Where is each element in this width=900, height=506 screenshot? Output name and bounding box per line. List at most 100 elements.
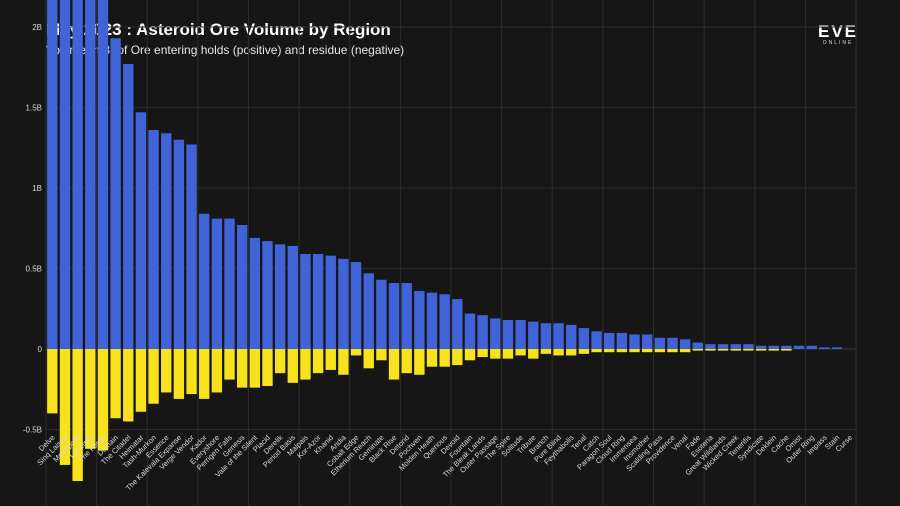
bar-negative bbox=[553, 349, 564, 356]
bar-negative bbox=[490, 349, 501, 359]
chart-subtitle: Volume (m3) of Ore entering holds (posit… bbox=[46, 43, 405, 57]
bar-negative bbox=[224, 349, 235, 380]
bar-positive bbox=[388, 282, 400, 349]
bar-negative bbox=[262, 349, 273, 387]
bar-positive bbox=[236, 225, 248, 349]
bar-negative bbox=[730, 349, 741, 351]
bar-positive bbox=[363, 273, 374, 349]
bar-negative bbox=[173, 349, 185, 399]
bar-positive bbox=[831, 347, 843, 349]
bar-negative bbox=[148, 349, 159, 404]
bar-negative bbox=[692, 349, 703, 351]
y-tick-label: 0 bbox=[38, 345, 43, 354]
bar-positive bbox=[654, 337, 666, 349]
bar-negative bbox=[679, 349, 691, 353]
bar-positive bbox=[641, 334, 653, 349]
bar-positive bbox=[819, 347, 830, 349]
y-tick-label: 0.5B bbox=[26, 265, 42, 274]
bar-positive bbox=[679, 339, 691, 349]
bar-negative bbox=[578, 349, 590, 354]
bar-negative bbox=[464, 349, 476, 361]
bar-negative bbox=[110, 349, 121, 419]
bar-negative bbox=[161, 349, 172, 393]
bar-negative bbox=[426, 349, 438, 367]
bar-negative bbox=[604, 349, 615, 353]
bar-negative bbox=[350, 349, 362, 356]
y-tick-label: 1.5B bbox=[26, 104, 42, 113]
bar-positive bbox=[578, 328, 590, 349]
bar-negative bbox=[414, 349, 425, 375]
bar-positive bbox=[338, 258, 349, 349]
bar-positive bbox=[312, 254, 324, 349]
bar-positive bbox=[173, 139, 185, 349]
bar-positive bbox=[59, 0, 71, 350]
bar-positive bbox=[97, 0, 109, 350]
bar-positive bbox=[616, 332, 628, 349]
y-tick-label: 2B bbox=[32, 23, 42, 32]
bar-positive bbox=[566, 324, 577, 349]
bar-positive bbox=[743, 344, 754, 349]
bar-negative bbox=[401, 349, 412, 374]
bar-positive bbox=[692, 342, 703, 349]
bar-negative bbox=[616, 349, 628, 353]
chart-title: May 2023 : Asteroid Ore Volume by Region bbox=[46, 20, 391, 39]
bar-positive bbox=[199, 213, 210, 349]
bar-negative bbox=[135, 349, 147, 412]
bar-negative bbox=[300, 349, 311, 380]
bar-positive bbox=[211, 218, 223, 349]
bar-positive bbox=[85, 0, 96, 350]
bar-positive bbox=[528, 321, 539, 349]
bar-positive bbox=[730, 344, 741, 349]
bar-negative bbox=[755, 349, 767, 351]
bar-negative bbox=[502, 349, 514, 359]
logo-sub-text: ONLINE bbox=[822, 40, 854, 46]
bar-negative bbox=[211, 349, 223, 393]
bar-negative bbox=[528, 349, 539, 359]
bar-negative bbox=[274, 349, 286, 374]
bar-positive bbox=[629, 334, 640, 349]
bar-positive bbox=[591, 331, 602, 349]
bar-positive bbox=[287, 245, 298, 349]
bar-negative bbox=[477, 349, 488, 358]
bar-negative bbox=[376, 349, 387, 361]
bar-positive bbox=[755, 345, 767, 349]
bar-negative bbox=[325, 349, 336, 370]
bar-positive bbox=[161, 133, 172, 349]
bar-positive bbox=[806, 345, 817, 349]
bar-negative bbox=[338, 349, 349, 375]
bar-negative bbox=[540, 349, 552, 354]
bar-negative bbox=[59, 349, 71, 465]
bar-negative bbox=[717, 349, 729, 351]
bar-negative bbox=[312, 349, 324, 374]
bar-negative bbox=[566, 349, 577, 356]
bar-positive bbox=[186, 144, 197, 349]
bar-negative bbox=[781, 349, 792, 351]
bar-negative bbox=[743, 349, 754, 351]
bar-positive bbox=[515, 320, 526, 349]
bar-positive bbox=[47, 0, 58, 350]
bar-negative bbox=[72, 349, 83, 482]
bar-positive bbox=[464, 313, 476, 349]
bar-positive bbox=[705, 344, 716, 349]
bar-negative bbox=[199, 349, 210, 399]
bar-negative bbox=[629, 349, 640, 353]
bar-negative bbox=[667, 349, 678, 353]
bar-negative bbox=[705, 349, 716, 351]
bar-negative bbox=[515, 349, 526, 356]
bar-negative bbox=[641, 349, 653, 353]
bar-negative bbox=[452, 349, 463, 366]
bar-positive bbox=[110, 38, 121, 350]
bar-positive bbox=[376, 279, 387, 349]
bar-negative bbox=[287, 349, 298, 383]
bar-positive bbox=[274, 244, 286, 349]
bar-negative bbox=[85, 349, 96, 449]
bar-negative bbox=[388, 349, 400, 380]
bar-positive bbox=[540, 323, 552, 349]
bar-negative bbox=[186, 349, 197, 395]
bar-positive bbox=[781, 345, 792, 349]
bar-positive bbox=[401, 282, 412, 349]
bar-positive bbox=[793, 345, 805, 349]
bar-positive bbox=[452, 299, 463, 349]
bar-positive bbox=[426, 292, 438, 349]
y-tick-label: -0.5B bbox=[23, 426, 42, 435]
